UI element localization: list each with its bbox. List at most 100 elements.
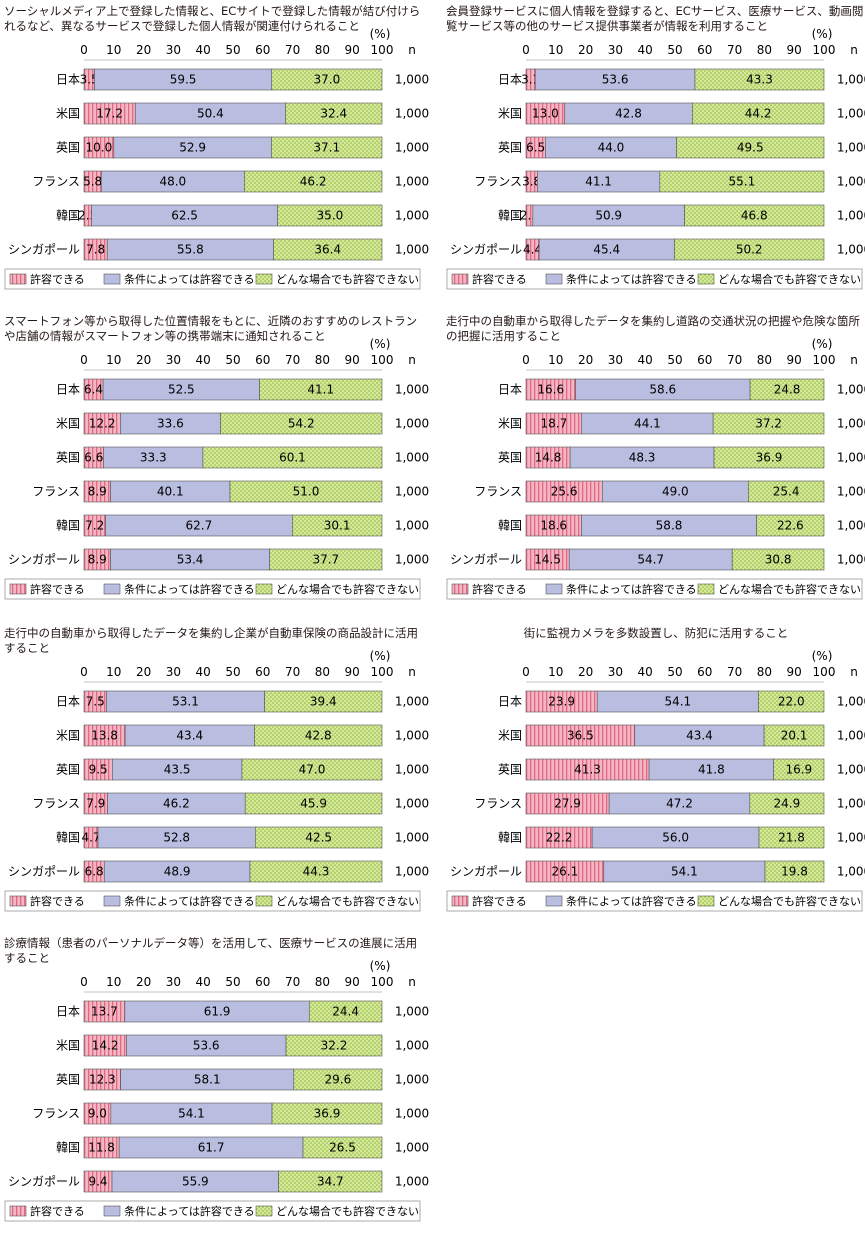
data-label: 7.8 <box>86 243 105 257</box>
x-tick-label: 70 <box>727 353 742 367</box>
legend-label: どんな場合でも許容できない <box>718 272 861 286</box>
x-tick-label: 80 <box>757 353 772 367</box>
data-label: 46.2 <box>300 175 327 189</box>
category-label: 日本 <box>56 695 80 709</box>
data-label: 53.1 <box>172 695 199 709</box>
category-label: 米国 <box>56 417 80 431</box>
bar-segment <box>302 1136 383 1159</box>
data-label: 53.6 <box>193 1039 220 1053</box>
n-value: 1,000 <box>395 1005 429 1019</box>
x-tick-label: 70 <box>285 43 300 57</box>
data-label: 44.1 <box>634 417 661 431</box>
x-tick-label: 20 <box>136 665 151 679</box>
bar-segment <box>731 548 825 571</box>
legend-label: 許容できる <box>472 272 527 286</box>
x-tick-label: 10 <box>548 665 563 679</box>
legend-swatch <box>697 273 715 285</box>
category-label: シンガポール <box>8 243 80 257</box>
data-label: 23.9 <box>548 695 575 709</box>
bar-segment <box>271 136 383 159</box>
category-label: フランス <box>474 175 522 189</box>
x-tick-label: 70 <box>285 665 300 679</box>
data-label: 41.1 <box>585 175 612 189</box>
data-label: 30.8 <box>765 553 792 567</box>
x-tick-label: 70 <box>727 43 742 57</box>
chart-title: 診療情報（患者のパーソナルデータ等）を活用して、医療サービスの進展に活用すること <box>4 936 418 965</box>
data-label: 55.1 <box>729 175 756 189</box>
x-tick-label: 40 <box>196 975 211 989</box>
data-label: 47.2 <box>666 797 693 811</box>
data-label: 33.3 <box>140 451 167 465</box>
bar-segment <box>748 480 825 503</box>
data-label: 36.5 <box>567 729 594 743</box>
data-label: 60.1 <box>279 451 306 465</box>
x-tick-label: 0 <box>522 353 530 367</box>
bar-segment <box>277 204 383 227</box>
data-label: 9.5 <box>89 763 108 777</box>
chart-svg: (%) n 0 10 20 30 40 50 60 70 80 90 100 日本 16.6 58.6 24.8… <box>446 337 865 600</box>
category-label: 米国 <box>56 729 80 743</box>
x-tick-label: 30 <box>608 665 623 679</box>
legend-swatch <box>255 895 273 907</box>
bar-segment <box>271 1102 383 1125</box>
n-value: 1,000 <box>395 797 429 811</box>
legend-label: 条件によっては許容できる <box>124 272 255 286</box>
data-label: 54.1 <box>664 695 691 709</box>
data-label: 41.8 <box>698 763 725 777</box>
data-label: 61.7 <box>198 1141 225 1155</box>
data-label: 56.0 <box>662 831 689 845</box>
data-label: 43.4 <box>686 729 713 743</box>
category-label: 米国 <box>56 107 80 121</box>
legend-label: 許容できる <box>30 272 85 286</box>
legend-swatch <box>103 1205 121 1217</box>
data-label: 44.3 <box>303 865 330 879</box>
legend-swatch <box>451 273 469 285</box>
data-label: 8.9 <box>88 553 107 567</box>
category-label: フランス <box>474 485 522 499</box>
legend-label: 許容できる <box>472 582 527 596</box>
data-label: 3.5 <box>80 73 99 87</box>
x-tick-label: 20 <box>578 665 593 679</box>
x-tick-label: 0 <box>522 43 530 57</box>
x-tick-label: 80 <box>315 665 330 679</box>
x-tick-label: 40 <box>638 353 653 367</box>
bar-segment <box>285 102 383 125</box>
data-label: 4.7 <box>81 831 100 845</box>
data-label: 55.9 <box>182 1175 209 1189</box>
data-label: 36.4 <box>314 243 341 257</box>
x-tick-label: 60 <box>255 975 270 989</box>
data-label: 62.5 <box>171 209 198 223</box>
data-label: 19.8 <box>781 865 808 879</box>
x-tick-label: 100 <box>813 665 836 679</box>
n-value: 1,000 <box>837 519 865 533</box>
data-label: 27.9 <box>554 797 581 811</box>
data-label: 9.0 <box>88 1107 107 1121</box>
data-label: 42.8 <box>305 729 332 743</box>
x-tick-label: 50 <box>667 353 682 367</box>
data-label: 41.1 <box>307 383 334 397</box>
n-value: 1,000 <box>395 175 429 189</box>
x-tick-label: 30 <box>166 665 181 679</box>
category-label: 韓国 <box>498 519 522 533</box>
n-header: n <box>850 353 858 367</box>
data-label: 25.6 <box>551 485 578 499</box>
data-label: 22.2 <box>546 831 573 845</box>
data-label: 52.9 <box>179 141 206 155</box>
percent-unit-label: (%) <box>370 337 391 351</box>
legend-swatch <box>255 273 273 285</box>
legend-swatch <box>9 895 27 907</box>
x-tick-label: 20 <box>136 43 151 57</box>
category-label: シンガポール <box>8 1175 80 1189</box>
x-tick-label: 10 <box>106 975 121 989</box>
data-label: 33.6 <box>157 417 184 431</box>
chart-panel-4: 走行中の自動車から取得したデータを集約し道路の交通状況の把握や危険な箇所の把握に… <box>446 314 865 614</box>
bar-segment <box>758 826 825 849</box>
n-header: n <box>408 353 416 367</box>
n-value: 1,000 <box>395 1141 429 1155</box>
bar-segment <box>756 514 825 537</box>
n-value: 1,000 <box>395 831 429 845</box>
n-value: 1,000 <box>837 73 865 87</box>
category-label: シンガポール <box>450 865 522 879</box>
category-label: フランス <box>32 175 80 189</box>
data-label: 18.6 <box>540 519 567 533</box>
